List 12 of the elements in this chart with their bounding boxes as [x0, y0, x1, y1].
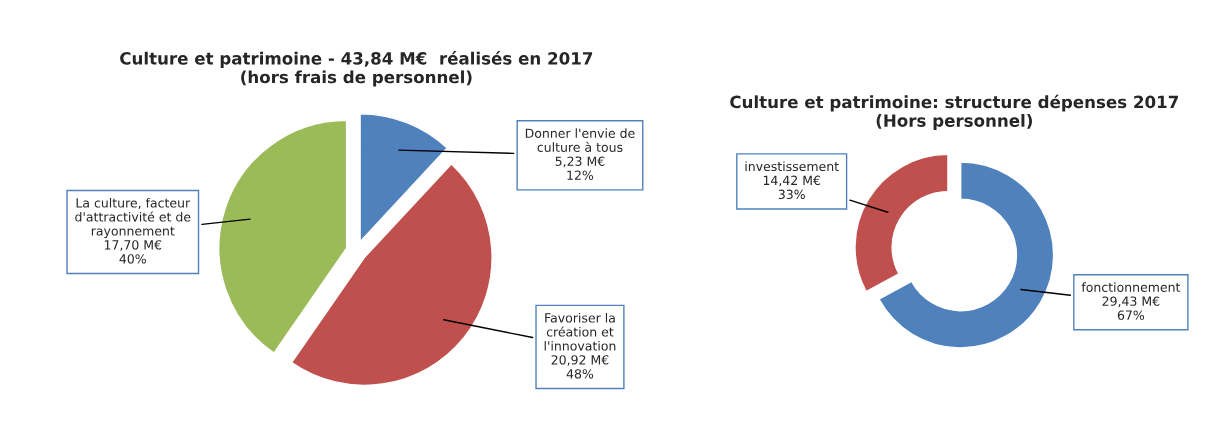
slice-label: fonctionnement: [1081, 282, 1181, 292]
data-label: 17,70 M€ 40%: [104, 240, 162, 264]
slice-label: Favoriser la création et l'innovation: [544, 312, 616, 351]
slice-label: Donner l'envie de culture à tous: [525, 128, 635, 152]
data-label: 20,92 M€ 48%: [551, 355, 609, 379]
chart-title: Culture et patrimoine - 43,84 M€ réalisés en 2017 (hors frais de personnel): [120, 51, 593, 87]
slice-label: La culture, facteur d'attractivité et de rayonnement: [75, 197, 191, 239]
data-label: 29,43 M€ 67%: [1102, 296, 1160, 320]
data-label: 5,23 M€ 12%: [555, 156, 605, 180]
chart-title: Culture et patrimoine: structure dépenses 2017 (Hors personnel): [730, 94, 1178, 131]
slice-label: investissement: [745, 161, 839, 172]
data-label: 14,42 M€ 33%: [763, 175, 821, 200]
